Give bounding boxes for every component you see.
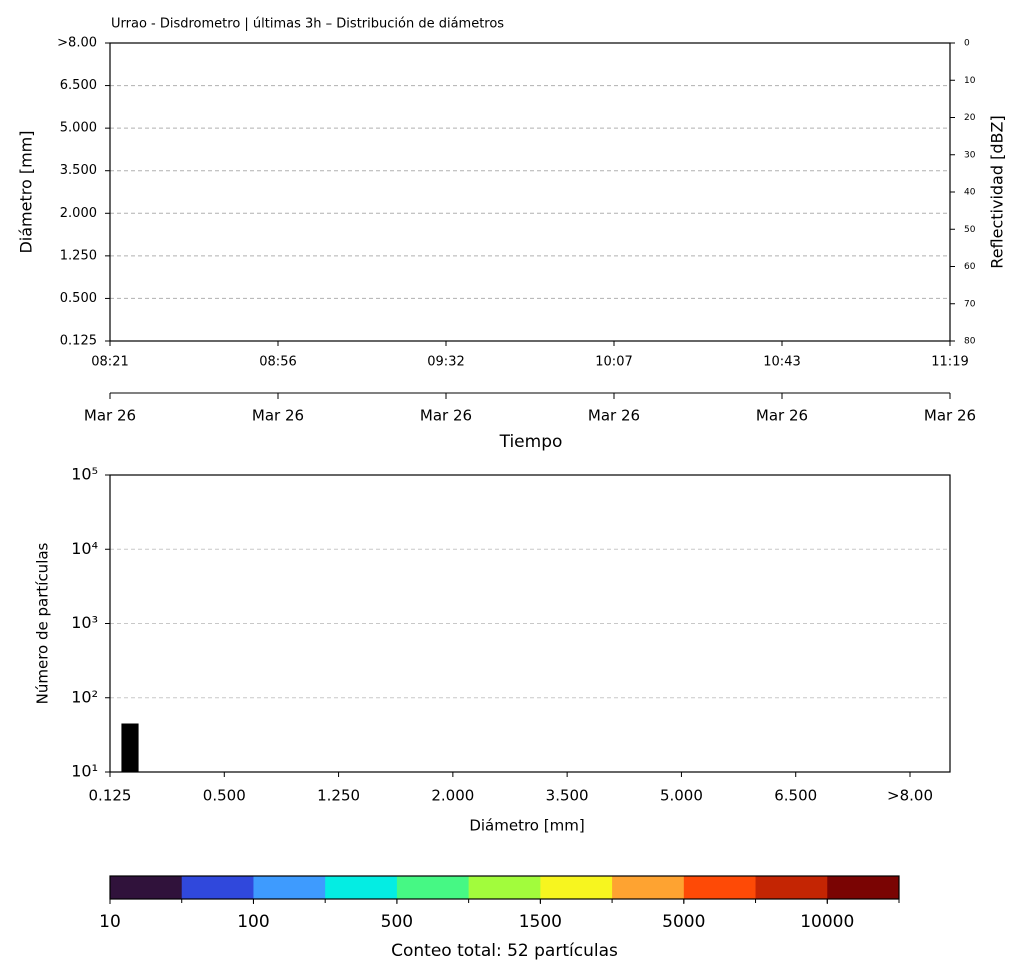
colorbar-tick-label: 100 [237,912,269,932]
y-tick-label: 3.500 [60,163,97,178]
y-tick-label: 10⁴ [71,539,98,558]
y2-axis-label: Reflectividad [dBZ] [988,115,1007,268]
x-tick-label: 10:43 [763,355,800,370]
bar [121,723,139,772]
y-tick-label: 6.500 [60,78,97,93]
x-axis-label: Tiempo [499,432,563,452]
x-tick-label: 5.000 [660,787,703,805]
x-tick-label: 6.500 [774,787,817,805]
color-cell [755,876,828,899]
x-tick-label: 10:07 [595,355,632,370]
color-cell [540,876,613,899]
y-axis-label: Diámetro [mm] [17,130,36,253]
color-cell [181,876,254,899]
y-tick-label: 1.250 [60,248,97,263]
y-axis-label: Número de partículas [34,542,52,704]
colorbar-tick-label: 10 [99,912,121,932]
y2-tick-label: 70 [964,299,976,309]
y2-tick-label: 10 [964,76,976,86]
x-tick-label: 0.125 [89,787,132,805]
y2-tick-label: 20 [964,113,976,123]
x-tick-label: >8.00 [887,787,933,805]
y-tick-label: 10⁵ [71,465,98,484]
y-tick-label: 10¹ [71,762,98,781]
colorbar-tick-label: 10000 [800,912,854,932]
colorbar-tick-label: 500 [381,912,413,932]
plot-frame [109,42,951,342]
y2-tick-label: 0 [964,39,970,49]
color-cell [612,876,685,899]
y-tick-label: 5.000 [60,121,97,136]
y2-tick-label: 50 [964,225,976,235]
x2-tick-label: Mar 26 [84,407,136,425]
y2-tick-label: 60 [964,262,976,272]
y2-tick-label: 40 [964,188,976,198]
x2-tick-label: Mar 26 [420,407,472,425]
y-tick-label: 0.125 [60,334,97,349]
x-tick-label: 08:21 [91,355,128,370]
y-tick-label: 0.500 [60,291,97,306]
color-cell [683,876,757,899]
x-tick-label: 09:32 [427,355,464,370]
colorbar-tick-label: 1500 [519,912,562,932]
y2-tick-label: 30 [964,150,976,160]
color-cell [253,876,326,899]
color-cell [325,876,398,899]
y-tick-label: 2.000 [60,206,97,221]
x-axis-label: Diámetro [mm] [469,817,584,835]
colorbar-tick-label: 5000 [662,912,705,932]
y-tick-label: >8.00 [57,36,97,51]
x-tick-label: 08:56 [259,355,296,370]
x-tick-label: 2.000 [431,787,474,805]
x-tick-label: 1.250 [317,787,360,805]
color-cell [110,876,183,899]
chart-title: Urrao - Disdrometro | últimas 3h – Distr… [111,17,504,32]
color-cell [468,876,541,899]
plot-frame [109,875,900,900]
y-tick-label: 10³ [71,613,98,632]
x2-tick-label: Mar 26 [924,407,976,425]
plot-frame [109,474,951,773]
x2-tick-label: Mar 26 [252,407,304,425]
y2-tick-label: 80 [964,337,976,347]
color-cell [827,876,900,899]
x2-tick-label: Mar 26 [588,407,640,425]
x-tick-label: 11:19 [931,355,968,370]
x-tick-label: 0.500 [203,787,246,805]
color-cell [396,876,470,899]
x2-tick-label: Mar 26 [756,407,808,425]
y-tick-label: 10² [71,687,98,706]
x-tick-label: 3.500 [546,787,589,805]
colorbar-label: Conteo total: 52 partículas [391,941,618,961]
